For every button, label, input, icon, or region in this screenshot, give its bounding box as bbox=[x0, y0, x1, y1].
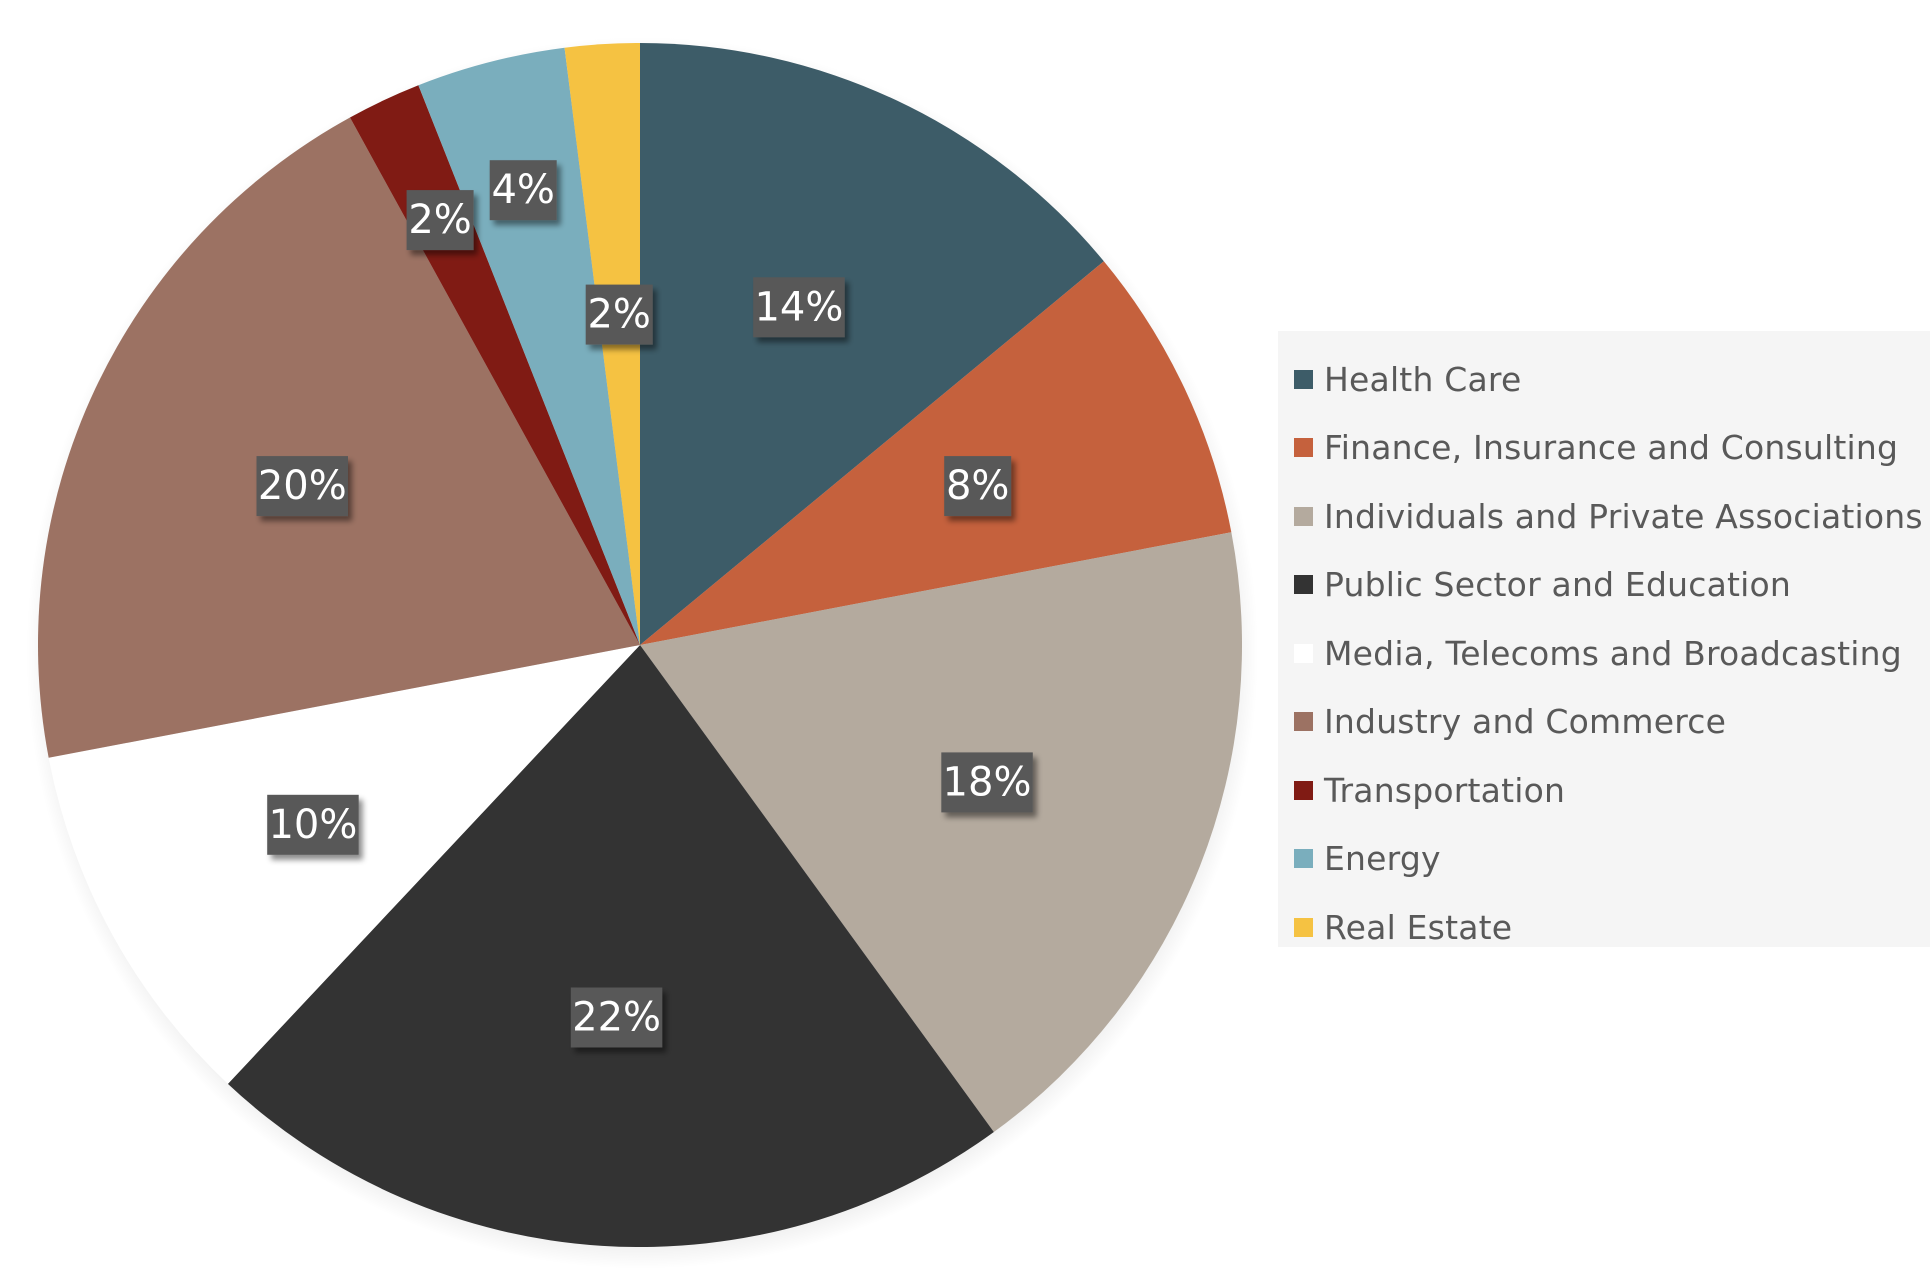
data-label: 10% bbox=[267, 794, 359, 855]
data-label-box bbox=[256, 456, 348, 517]
data-label-text: 2% bbox=[587, 292, 650, 338]
data-label: 4% bbox=[489, 160, 557, 221]
legend-swatch bbox=[1294, 506, 1313, 526]
data-label: 8% bbox=[944, 456, 1012, 517]
pie-data-labels: 14% 8% 18% 22% 10% 20% 2% 4% 2% bbox=[256, 160, 1033, 1048]
pie-slice-energy bbox=[418, 47, 640, 645]
pie-slice-industry-and-commerce bbox=[37, 117, 640, 758]
data-label: 20% bbox=[256, 456, 348, 517]
data-label-text: 14% bbox=[754, 284, 843, 330]
data-label-text: 20% bbox=[258, 463, 347, 509]
legend-label: Finance, Insurance and Consulting bbox=[1324, 428, 1899, 468]
pie-slices bbox=[37, 43, 1243, 1248]
legend-label: Public Sector and Education bbox=[1324, 565, 1791, 605]
data-label-text: 22% bbox=[572, 995, 661, 1041]
legend-item: Real Estate bbox=[1278, 893, 1930, 962]
legend-label: Health Care bbox=[1324, 359, 1522, 399]
legend-label: Media, Telecoms and Broadcasting bbox=[1324, 633, 1902, 673]
legend-swatch bbox=[1294, 917, 1313, 937]
data-label-text: 18% bbox=[943, 759, 1032, 805]
legend-swatch bbox=[1294, 780, 1313, 800]
legend-item: Industry and Commerce bbox=[1278, 688, 1930, 757]
legend-swatch bbox=[1294, 438, 1313, 458]
data-label-box bbox=[570, 987, 663, 1048]
data-label: 18% bbox=[941, 752, 1033, 813]
data-label-box bbox=[941, 752, 1033, 813]
legend-swatch bbox=[1294, 369, 1313, 389]
legend-label: Real Estate bbox=[1324, 907, 1513, 947]
legend-swatch bbox=[1294, 575, 1313, 595]
legend-item: Public Sector and Education bbox=[1278, 551, 1930, 620]
data-label-box bbox=[585, 284, 653, 345]
data-label-box bbox=[944, 456, 1012, 517]
data-label-box bbox=[753, 277, 845, 338]
legend-label: Energy bbox=[1324, 839, 1441, 879]
pie-slice-media-telecoms-and-broadcasting bbox=[48, 645, 641, 1084]
data-label-text: 10% bbox=[268, 802, 357, 848]
legend-label: Individuals and Private Associations bbox=[1324, 496, 1923, 536]
legend-item: Media, Telecoms and Broadcasting bbox=[1278, 619, 1930, 688]
legend-item: Energy bbox=[1278, 825, 1930, 894]
legend-swatch bbox=[1294, 712, 1313, 732]
legend-swatch bbox=[1294, 643, 1313, 663]
data-label: 2% bbox=[585, 284, 653, 345]
pie-slice-health-care bbox=[640, 43, 1104, 645]
legend-label: Industry and Commerce bbox=[1324, 702, 1727, 742]
data-label: 14% bbox=[753, 277, 845, 338]
pie-slice-individuals-and-private-associations bbox=[640, 532, 1243, 1133]
data-label-text: 4% bbox=[491, 167, 554, 213]
data-label-box bbox=[267, 794, 359, 855]
legend-item: Finance, Insurance and Consulting bbox=[1278, 414, 1930, 483]
legend-label: Transportation bbox=[1324, 770, 1566, 810]
legend-item: Health Care bbox=[1278, 345, 1930, 414]
pie-slice-public-sector-and-education bbox=[227, 645, 994, 1248]
legend-item: Transportation bbox=[1278, 756, 1930, 825]
legend: Health Care Finance, Insurance and Consul… bbox=[1278, 331, 1930, 947]
pie-slice-finance-insurance-and-consulting bbox=[640, 261, 1232, 645]
data-label-box bbox=[489, 160, 557, 221]
legend-swatch bbox=[1294, 849, 1313, 869]
data-label: 2% bbox=[406, 190, 474, 251]
legend-item: Individuals and Private Associations bbox=[1278, 482, 1930, 551]
data-label-text: 2% bbox=[408, 197, 471, 243]
data-label-text: 8% bbox=[946, 463, 1009, 509]
data-label: 22% bbox=[570, 987, 663, 1048]
data-label-box bbox=[406, 190, 474, 251]
